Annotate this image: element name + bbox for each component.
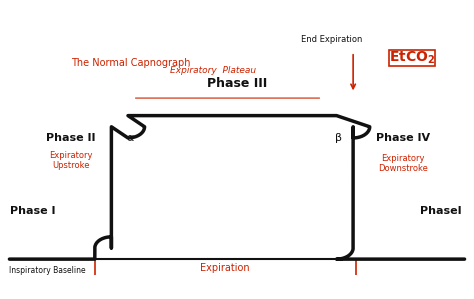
- Text: Medscape: Medscape: [9, 11, 80, 25]
- Text: Phase IV: Phase IV: [376, 133, 430, 143]
- Text: Phase II: Phase II: [46, 133, 96, 143]
- Text: The Normal Capnograph: The Normal Capnograph: [71, 58, 191, 68]
- Text: Expiratory
Upstroke: Expiratory Upstroke: [49, 151, 93, 170]
- Text: Source: Jrl Emerg Med © 2013 Elsevier, Inc: Source: Jrl Emerg Med © 2013 Elsevier, I…: [313, 284, 465, 290]
- Text: Inspiratory Baseline: Inspiratory Baseline: [9, 266, 86, 275]
- Text: Phase I: Phase I: [10, 206, 56, 216]
- Text: β: β: [336, 133, 342, 143]
- Text: α: α: [127, 133, 134, 143]
- Text: Phase III: Phase III: [207, 77, 267, 90]
- Text: $\mathbf{EtCO_2}$: $\mathbf{EtCO_2}$: [389, 50, 436, 66]
- Text: End Expiration: End Expiration: [301, 35, 363, 44]
- Text: Expiration: Expiration: [201, 263, 250, 273]
- Text: Expiratory  Plateau: Expiratory Plateau: [170, 66, 256, 75]
- Bar: [95, 259, 356, 277]
- Text: PhaseI: PhaseI: [420, 206, 462, 216]
- Text: Expiratory
Downstroke: Expiratory Downstroke: [378, 154, 428, 173]
